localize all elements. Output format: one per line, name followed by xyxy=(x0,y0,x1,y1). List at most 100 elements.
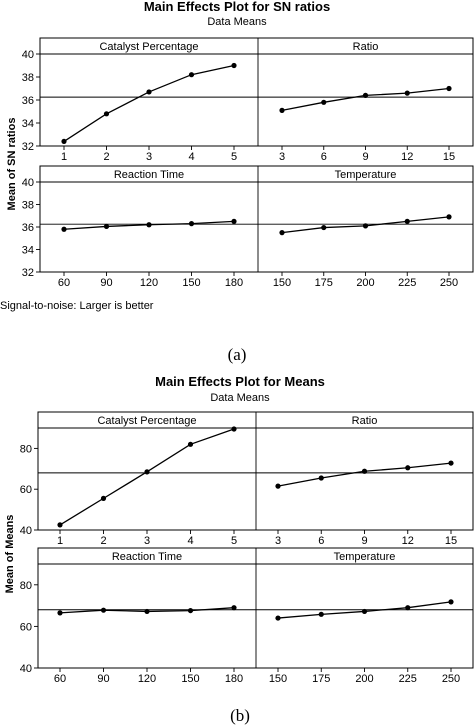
chart-b-x-tick-label: 9 xyxy=(361,535,367,547)
chart-a-x-tick-label: 1 xyxy=(61,151,67,163)
chart-b-y-tick-label: 40 xyxy=(20,663,32,675)
chart-b-x-tick-label: 15 xyxy=(445,535,457,547)
chart-a-x-tick-label: 225 xyxy=(398,277,416,289)
chart-a-data-point xyxy=(61,138,67,144)
chart-a-y-tick-label: 40 xyxy=(22,177,34,189)
chart-b-row-frame xyxy=(37,547,474,669)
chart-a-y-tick-label: 32 xyxy=(22,267,34,279)
chart-a-x-tick-label: 150 xyxy=(182,277,200,289)
chart-b-data-point xyxy=(187,607,194,614)
chart-a-data-point xyxy=(321,224,327,231)
chart-b-x-tick-label: 90 xyxy=(97,673,109,685)
chart-a-data-point xyxy=(279,107,285,113)
chart-a-data-point xyxy=(404,218,410,224)
chart-b-data-point xyxy=(100,607,107,613)
chart-b-panel-title: Reaction Time xyxy=(112,551,182,563)
chart-b-data-point xyxy=(405,465,411,471)
chart-a-x-tick-label: 150 xyxy=(273,277,291,289)
chart-a-x-tick-label: 3 xyxy=(146,151,152,163)
chart-b-data-point xyxy=(275,615,281,621)
chart-a-panel-title: Ratio xyxy=(353,41,379,53)
chart-a-x-tick-label: 120 xyxy=(140,277,158,289)
chart-b-x-tick-label: 2 xyxy=(100,535,106,547)
chart-a-x-tick-label: 180 xyxy=(225,277,243,289)
chart-b-y-axis-label: Mean of Means xyxy=(4,515,16,594)
chart-b-caption: (b) xyxy=(230,706,250,725)
chart-a-y-tick-label: 38 xyxy=(22,72,34,84)
chart-a-y-tick-label: 36 xyxy=(22,222,34,234)
chart-b-x-tick-label: 1 xyxy=(57,535,63,547)
chart-b-panel-title: Ratio xyxy=(352,415,378,427)
chart-a-title: Main Effects Plot for SN ratios xyxy=(144,0,330,14)
chart-a-x-tick-label: 6 xyxy=(321,151,327,163)
chart-a-y-tick-label: 36 xyxy=(22,95,34,107)
chart-b-x-tick-label: 150 xyxy=(181,673,199,685)
chart-b-x-tick-label: 250 xyxy=(442,673,460,685)
chart-a-x-tick-label: 9 xyxy=(362,151,368,163)
chart-a-caption: (a) xyxy=(228,345,247,364)
chart-a-x-tick-label: 12 xyxy=(401,151,413,163)
chart-a-data-point xyxy=(446,85,452,92)
chart-b-data-point xyxy=(448,599,454,605)
chart-b-data-point xyxy=(448,460,454,466)
chart-b-x-tick-label: 4 xyxy=(187,535,193,547)
chart-b-data-point xyxy=(318,611,324,617)
chart-a-x-tick-label: 4 xyxy=(188,151,194,163)
chart-a-y-tick-label: 38 xyxy=(22,200,34,212)
chart-b-data-point xyxy=(231,605,237,611)
chart-a-x-tick-label: 175 xyxy=(315,277,333,289)
chart-a-data-point xyxy=(362,223,369,229)
chart-a-footnote: Signal-to-noise: Larger is better xyxy=(0,300,154,312)
chart-b-data-point xyxy=(187,441,194,447)
chart-b-data-point xyxy=(405,605,411,611)
chart-b-data-point xyxy=(318,475,324,481)
chart-a-series-line xyxy=(281,87,450,111)
chart-b-x-tick-label: 225 xyxy=(399,673,417,685)
chart-b-series-line xyxy=(59,428,235,526)
chart-a-data-point xyxy=(188,72,195,78)
chart-b-data-point xyxy=(57,610,63,616)
chart-b-x-tick-label: 5 xyxy=(231,535,237,547)
chart-b-y-tick-label: 80 xyxy=(20,443,32,455)
chart-a-x-tick-label: 90 xyxy=(100,277,112,289)
chart-b-y-tick-label: 60 xyxy=(20,484,32,496)
chart-b-y-tick-label: 80 xyxy=(20,580,32,592)
chart-b-x-tick-label: 3 xyxy=(144,535,150,547)
chart-a-x-tick-label: 5 xyxy=(231,151,237,163)
chart-a-data-point xyxy=(231,218,237,224)
chart-b-subtitle: Data Means xyxy=(210,392,270,404)
chart-a-data-point xyxy=(103,223,110,230)
chart-a-y-tick-label: 34 xyxy=(22,118,34,130)
chart-a-panel-title: Reaction Time xyxy=(114,169,184,181)
chart-a-data-point xyxy=(321,99,327,105)
chart-a-data-point xyxy=(446,214,452,220)
chart-a-x-tick-label: 250 xyxy=(440,277,458,289)
chart-a-panel-title: Catalyst Percentage xyxy=(99,41,198,53)
chart-a-x-tick-label: 3 xyxy=(279,151,285,163)
chart-b-data-point xyxy=(100,495,107,501)
chart-b-row-frame xyxy=(37,411,474,531)
chart-b-x-tick-label: 150 xyxy=(269,673,287,685)
chart-b-series-line xyxy=(277,462,452,487)
chart-b-y-tick-label: 60 xyxy=(20,621,32,633)
chart-a-y-tick-label: 40 xyxy=(22,49,34,61)
chart-a-x-tick-label: 2 xyxy=(103,151,109,163)
chart-b-panel-title: Temperature xyxy=(334,551,396,563)
chart-b-data-point xyxy=(275,483,281,489)
chart-a-subtitle: Data Means xyxy=(207,16,267,28)
chart-a-row-frame xyxy=(39,37,474,147)
chart-b-y-tick-label: 40 xyxy=(20,525,32,537)
chart-b-x-tick-label: 175 xyxy=(312,673,330,685)
chart-a-y-axis-label: Mean of SN ratios xyxy=(6,118,18,211)
chart-a-data-point xyxy=(146,89,152,95)
chart-a-x-tick-label: 15 xyxy=(443,151,455,163)
chart-a-row-frame xyxy=(39,165,474,273)
chart-a-y-tick-label: 34 xyxy=(22,245,34,257)
chart-b-data-point xyxy=(144,608,150,615)
chart-b-data-point xyxy=(361,608,368,615)
chart-a-data-point xyxy=(188,221,195,227)
chart-a-x-tick-label: 200 xyxy=(356,277,374,289)
